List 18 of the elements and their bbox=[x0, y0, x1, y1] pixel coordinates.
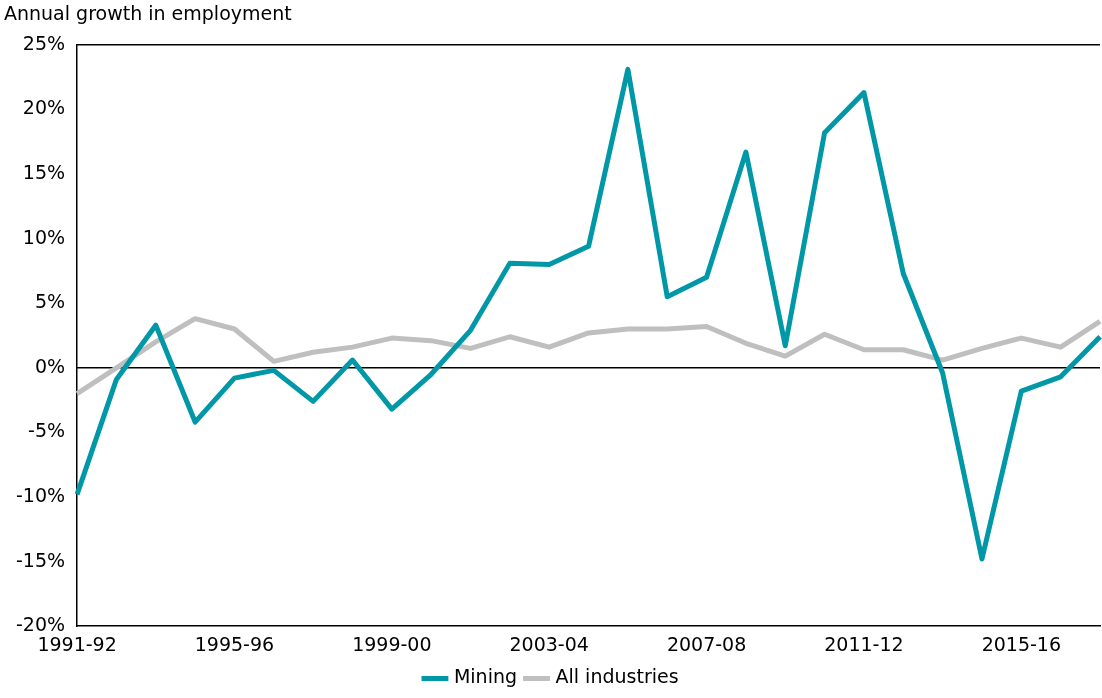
x-tick-label: 1995-96 bbox=[194, 632, 275, 655]
chart-title: Annual growth in employment bbox=[4, 2, 292, 25]
x-tick-label: 2007-08 bbox=[666, 632, 747, 655]
y-tick-label: 25% bbox=[22, 31, 66, 54]
y-tick-label: 15% bbox=[22, 160, 66, 183]
x-tick-label: 2011-12 bbox=[824, 632, 904, 655]
y-tick-label: -15% bbox=[15, 548, 66, 571]
y-tick-label: 5% bbox=[34, 290, 66, 313]
y-tick-label: 0% bbox=[34, 354, 66, 377]
legend-label: Mining bbox=[453, 665, 518, 688]
x-tick-label: 1999-00 bbox=[352, 632, 432, 655]
x-tick-label: 2003-04 bbox=[509, 632, 589, 655]
y-tick-label: -5% bbox=[28, 419, 66, 442]
y-tick-label: -10% bbox=[15, 483, 66, 506]
legend-label: All industries bbox=[555, 665, 679, 688]
x-tick-label: 2015-16 bbox=[981, 632, 1062, 655]
y-tick-label: 10% bbox=[22, 225, 66, 248]
y-tick-label: 20% bbox=[22, 96, 66, 119]
